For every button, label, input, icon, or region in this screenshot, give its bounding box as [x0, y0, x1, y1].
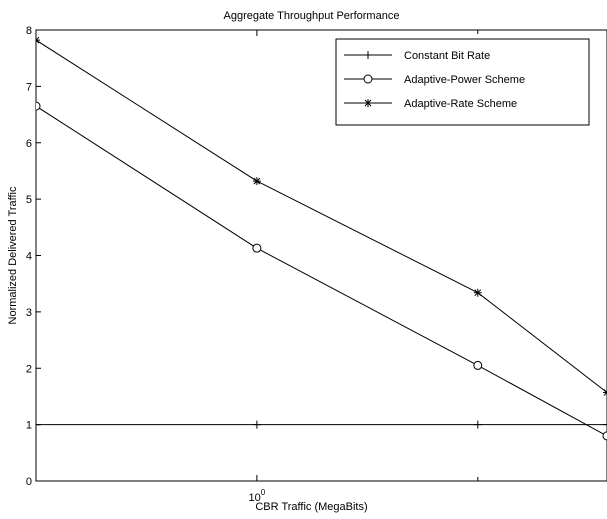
y-tick-label: 7 [26, 81, 32, 93]
y-tick-label: 4 [26, 251, 32, 263]
x-tick-label: 100 [249, 488, 266, 504]
legend-label: Adaptive-Rate Scheme [404, 98, 517, 110]
series-group [36, 36, 607, 397]
x-axis-label: CBR Traffic (MegaBits) [255, 501, 367, 513]
data-point [252, 243, 262, 253]
series-group [36, 101, 607, 441]
data-point [473, 420, 482, 429]
y-tick-label: 3 [26, 307, 32, 319]
legend-marker [364, 99, 372, 107]
data-point [36, 420, 40, 429]
legend-label: Constant Bit Rate [404, 50, 490, 62]
data-point [252, 177, 261, 186]
y-tick-label: 8 [26, 25, 32, 37]
y-tick-label: 2 [26, 363, 32, 375]
series-group [36, 420, 607, 429]
data-point [252, 420, 261, 429]
legend-marker [363, 74, 373, 84]
y-axis-label: Normalized Delivered Traffic [7, 186, 19, 324]
data-point [36, 101, 41, 111]
data-point [473, 288, 482, 297]
data-point [473, 360, 483, 370]
y-tick-label: 6 [26, 138, 32, 150]
y-tick-label: 5 [26, 194, 32, 206]
data-point [603, 420, 607, 429]
legend-label: Adaptive-Power Scheme [404, 74, 525, 86]
y-tick-label: 0 [26, 476, 32, 488]
series-line [36, 39, 607, 393]
data-point [36, 36, 40, 45]
series-line [36, 105, 607, 437]
y-tick-label: 1 [26, 420, 32, 432]
chart-title: Aggregate Throughput Performance [224, 10, 400, 22]
data-point [602, 431, 607, 441]
legend-box [335, 38, 590, 126]
legend-marker [364, 51, 372, 59]
legend: Constant Bit Rate Adaptive-Power Scheme Ad… [335, 38, 590, 126]
